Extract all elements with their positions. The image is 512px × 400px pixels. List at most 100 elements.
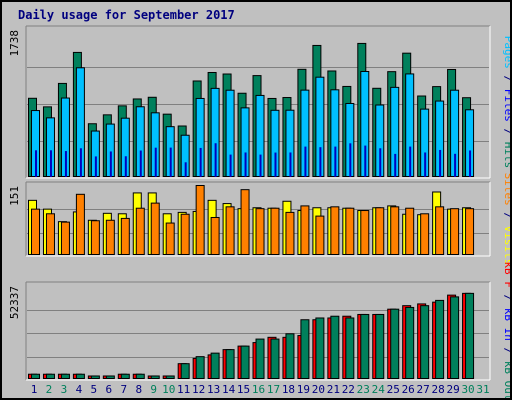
kbout-bar	[435, 299, 445, 379]
pages-bar	[364, 145, 367, 177]
day-label: 31	[476, 383, 489, 396]
kbout-bar	[60, 373, 70, 379]
hits-files-pages-legend-entry: Hits	[502, 142, 510, 169]
pages-bar	[124, 156, 127, 177]
kbout-bar	[225, 349, 235, 379]
kbout-bar	[90, 375, 100, 379]
kbout-bar	[375, 313, 385, 379]
day-label: 6	[106, 383, 113, 396]
sites-bar	[195, 185, 205, 255]
sites-bar	[390, 206, 400, 256]
day-label: 28	[432, 383, 445, 396]
pages-bar	[64, 151, 67, 177]
sites-bar	[165, 222, 175, 255]
sites-bar	[270, 207, 280, 255]
kbout-bar	[285, 333, 295, 380]
day-label: 3	[61, 383, 68, 396]
pages-bar	[289, 152, 292, 177]
sites-bar	[345, 207, 355, 255]
pages-bar	[139, 150, 142, 177]
hits-files-pages-legend-entry: /	[502, 122, 510, 142]
day-label: 20	[312, 383, 325, 396]
pages-bar	[274, 152, 277, 177]
day-label: 29	[446, 383, 459, 396]
sites-bar	[420, 213, 430, 256]
hits-files-pages-legend-entry: /	[502, 69, 510, 89]
kbout-bar	[390, 308, 400, 380]
kbout-bar	[270, 338, 280, 379]
day-label: 21	[327, 383, 340, 396]
sites-bar	[60, 221, 70, 255]
sites-bar	[105, 219, 115, 256]
pages-bar	[184, 162, 187, 177]
pages-bar	[169, 147, 172, 177]
chart-title: Daily usage for September 2017	[18, 8, 235, 22]
sites-bar	[435, 206, 445, 256]
day-label: 27	[417, 383, 430, 396]
pages-bar	[379, 148, 382, 177]
kbout-bar	[135, 373, 145, 379]
kbout-bar	[420, 305, 430, 379]
pages-bar	[35, 150, 37, 177]
day-label: 25	[387, 383, 400, 396]
day-label: 2	[46, 383, 53, 396]
kbout-bar	[300, 319, 310, 380]
day-label: 13	[207, 383, 220, 396]
pages-bar	[304, 146, 307, 177]
hits-files-pages-legend: Pages / Files / Hits	[502, 36, 510, 169]
day-label: 12	[192, 383, 205, 396]
pages-bar	[94, 156, 97, 177]
day-label: 16	[252, 383, 265, 396]
day-label: 18	[282, 383, 295, 396]
sites-bar	[465, 208, 475, 255]
pages-bar	[424, 152, 427, 177]
kbout-bar	[450, 296, 460, 380]
sites-bar	[285, 211, 295, 256]
day-label: 24	[372, 383, 386, 396]
pages-bar	[199, 147, 202, 177]
day-label: 10	[162, 383, 175, 396]
pages-bar	[409, 146, 412, 177]
hits-files-pages-legend-entry: Pages	[502, 36, 510, 69]
sites-bar	[315, 215, 325, 255]
sites-bar	[45, 213, 55, 256]
sites-bar	[90, 220, 100, 255]
sites-bar	[210, 216, 220, 255]
pages-bar	[454, 153, 457, 177]
kbout-bar	[345, 317, 355, 379]
pages-bar	[49, 150, 52, 177]
day-label: 11	[177, 383, 190, 396]
kb-traffic-legend: kB F / kB In / kB Out	[502, 261, 510, 398]
sites-bar	[375, 207, 385, 256]
pages-bar	[109, 151, 112, 177]
pages-bar	[79, 148, 82, 177]
kb-traffic-legend-entry: /	[502, 341, 510, 361]
pages-bar	[214, 143, 217, 177]
sites-bar	[450, 208, 460, 255]
kbout-bar	[150, 375, 160, 379]
day-label: 15	[237, 383, 250, 396]
kb-traffic-legend-entry: kB In	[502, 308, 510, 341]
pages-bar	[154, 147, 157, 177]
day-label: 7	[120, 383, 127, 396]
day-label: 22	[342, 383, 355, 396]
day-label: 19	[297, 383, 310, 396]
pages-bar	[394, 153, 397, 177]
day-label: 23	[357, 383, 370, 396]
kbout-bar	[210, 352, 220, 379]
kbout-bar	[360, 313, 370, 379]
kb-traffic-legend-entry: /	[502, 288, 510, 308]
sites-bar	[225, 206, 235, 256]
day-label: 5	[91, 383, 98, 396]
sites-bar	[360, 210, 370, 255]
sites-bar	[300, 205, 310, 256]
day-label: 30	[461, 383, 474, 396]
pages-bar	[439, 149, 442, 177]
sites-bar	[330, 206, 340, 256]
kb-traffic-legend-entry: kB F	[502, 261, 510, 288]
sites-bar	[240, 189, 250, 255]
day-label: 4	[76, 383, 83, 396]
day-label: 8	[135, 383, 142, 396]
